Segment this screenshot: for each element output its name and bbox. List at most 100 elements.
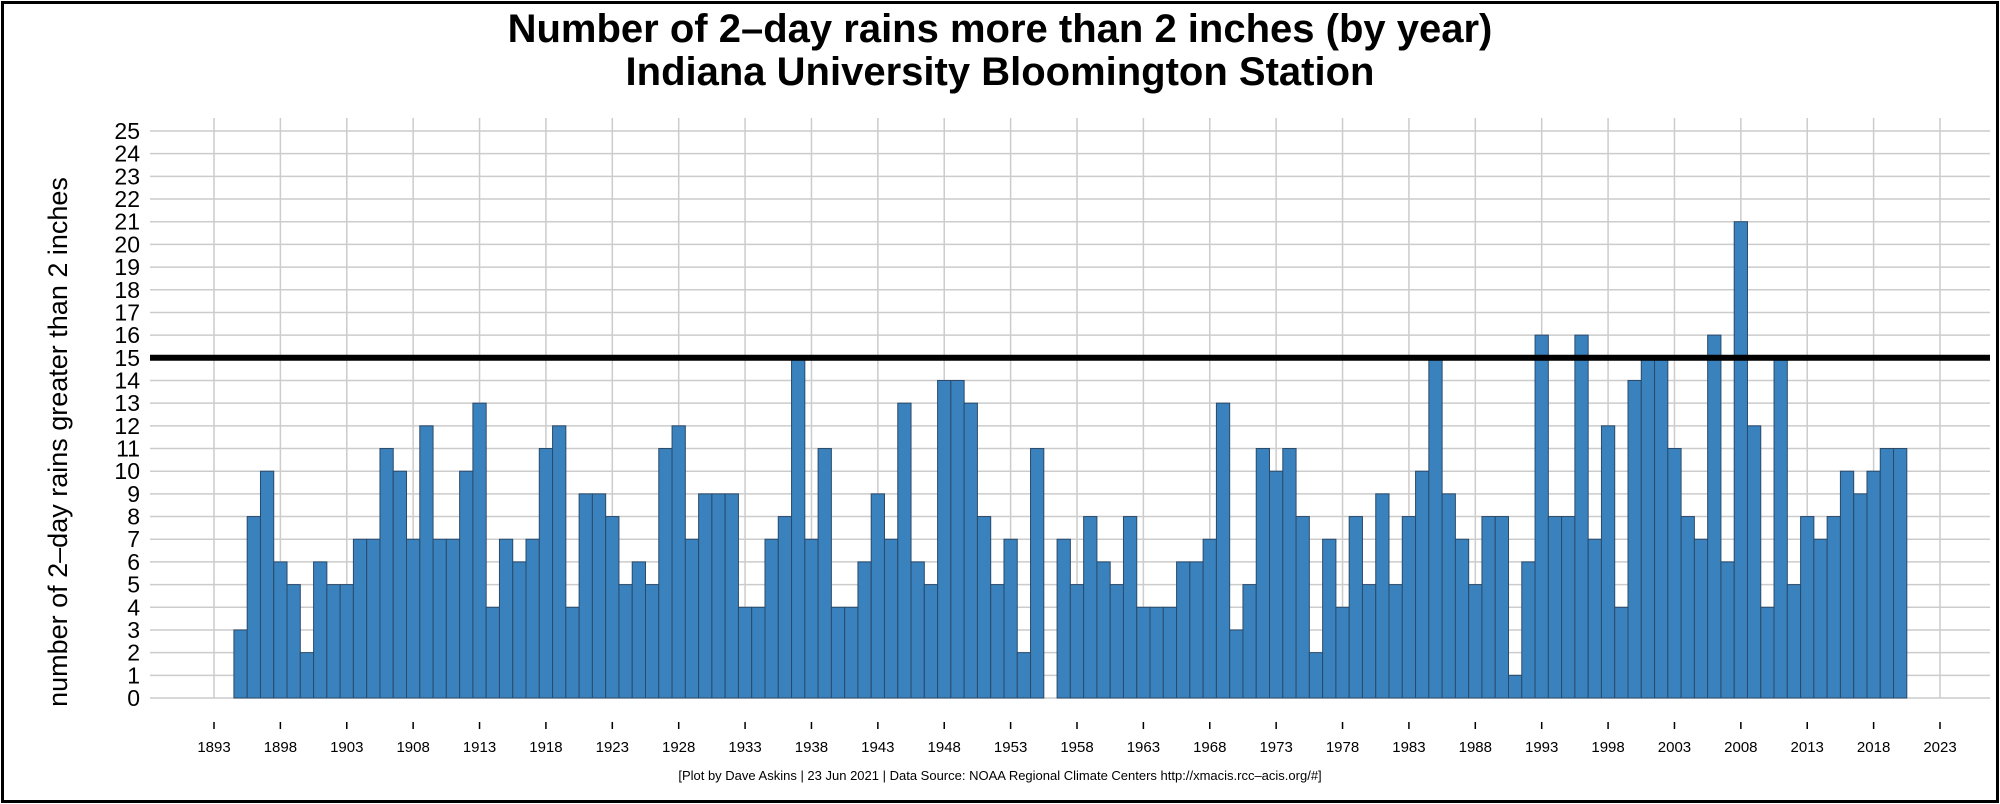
bar-1985 <box>1428 357 1443 699</box>
bar-1989 <box>1481 516 1496 699</box>
x-tick-label: 1933 <box>728 739 761 756</box>
x-tick-labels: 1893 1898 1903 1908 1913 1918 1923 1928 1933 1938… <box>197 722 1957 756</box>
chart-subtitle: Indiana University Bloomington Station <box>625 50 1375 94</box>
x-tick-label: 1963 <box>1127 739 1160 756</box>
x-tick-label: 1898 <box>264 739 297 756</box>
bar-1899 <box>286 584 301 699</box>
bar-1942 <box>857 561 872 699</box>
bar-1980 <box>1361 584 1377 699</box>
bar-2016 <box>1839 470 1855 699</box>
bar-1953 <box>1003 538 1018 699</box>
y-tick-label: 12 <box>114 413 140 439</box>
bar-1909 <box>419 425 434 699</box>
bar-1930 <box>698 493 713 699</box>
x-tick-label: 1938 <box>795 739 828 756</box>
bar-1925 <box>631 561 647 699</box>
y-tick-label: 24 <box>114 141 140 167</box>
y-tick-label: 22 <box>114 186 140 212</box>
bar-2019 <box>1879 448 1895 699</box>
bar-1905 <box>366 538 381 699</box>
x-tick-label: 2008 <box>1724 739 1757 756</box>
x-tick-label: 1953 <box>994 739 1027 756</box>
bar-1994 <box>1547 516 1563 699</box>
x-tick-label: 1928 <box>662 739 695 756</box>
x-tick-label: 1998 <box>1591 739 1624 756</box>
y-tick-label: 13 <box>114 390 140 416</box>
bar-2015 <box>1826 516 1841 699</box>
y-tick-label: 23 <box>114 163 140 189</box>
bar-2003 <box>1667 448 1682 699</box>
bar-2000 <box>1627 379 1642 699</box>
bar-1900 <box>299 652 315 699</box>
bar-2011 <box>1773 357 1788 699</box>
bar-1978 <box>1335 606 1350 699</box>
bar-1938 <box>804 538 819 699</box>
bar-2005 <box>1693 538 1709 699</box>
bar-1959 <box>1083 516 1098 699</box>
bar-1965 <box>1162 606 1178 699</box>
bar-1996 <box>1574 334 1589 699</box>
bar-1933 <box>737 606 753 699</box>
y-tick-label: 0 <box>127 685 140 711</box>
y-tick-label: 14 <box>114 367 140 393</box>
y-tick-label: 25 <box>114 118 140 144</box>
bar-1992 <box>1521 561 1536 699</box>
bar-1999 <box>1614 606 1629 699</box>
x-tick-label: 1973 <box>1259 739 1292 756</box>
bar-1932 <box>724 493 739 699</box>
chart-title: Number of 2–day rains more than 2 inches… <box>507 7 1493 51</box>
y-tick-label: 5 <box>127 572 140 598</box>
bar-1923 <box>605 516 620 699</box>
bar-1928 <box>671 425 686 699</box>
y-tick-label: 1 <box>127 662 140 688</box>
bar-1920 <box>565 606 580 699</box>
x-tick-label: 1903 <box>330 739 363 756</box>
bar-1946 <box>910 561 925 699</box>
bar-1901 <box>313 561 328 699</box>
bar-1896 <box>246 516 261 699</box>
bar-1915 <box>498 538 514 699</box>
y-tick-label: 3 <box>127 617 140 643</box>
bar-1936 <box>777 516 793 699</box>
bar-1898 <box>273 561 288 699</box>
y-tick-label: 21 <box>114 209 140 235</box>
bar-1895 <box>233 629 248 699</box>
bar-1963 <box>1136 606 1151 699</box>
bar-1943 <box>870 493 885 699</box>
bar-1961 <box>1109 584 1124 699</box>
bar-1964 <box>1149 606 1164 699</box>
x-tick-label: 1958 <box>1060 739 1093 756</box>
bar-1951 <box>976 516 992 699</box>
bar-1990 <box>1494 516 1509 699</box>
x-tick-label: 1983 <box>1392 739 1425 756</box>
bar-1966 <box>1176 561 1191 699</box>
bar-1958 <box>1069 584 1085 699</box>
bar-1957 <box>1056 538 1071 699</box>
x-tick-label: 1893 <box>197 739 230 756</box>
bar-1972 <box>1255 448 1271 699</box>
bar-1981 <box>1375 493 1390 699</box>
bar-1984 <box>1415 470 1430 699</box>
bar-1982 <box>1388 584 1403 699</box>
bar-1944 <box>883 538 899 699</box>
bar-1998 <box>1600 425 1616 699</box>
x-tick-label: 2003 <box>1658 739 1691 756</box>
bar-1967 <box>1189 561 1204 699</box>
bar-1954 <box>1016 652 1032 699</box>
y-tick-label: 16 <box>114 322 140 348</box>
x-tick-label: 1943 <box>861 739 894 756</box>
bar-1974 <box>1282 448 1297 699</box>
x-tick-label: 1968 <box>1193 739 1226 756</box>
bar-1911 <box>445 538 461 699</box>
bar-1904 <box>352 538 368 699</box>
bar-1913 <box>472 402 487 699</box>
bar-1948 <box>937 379 952 699</box>
bar-1914 <box>485 606 500 699</box>
bar-1960 <box>1096 561 1111 699</box>
x-tick-label: 1988 <box>1459 739 1492 756</box>
bar-2012 <box>1786 584 1802 699</box>
bar-1949 <box>950 379 965 699</box>
bar-2017 <box>1853 493 1868 699</box>
bar-1922 <box>591 493 607 699</box>
